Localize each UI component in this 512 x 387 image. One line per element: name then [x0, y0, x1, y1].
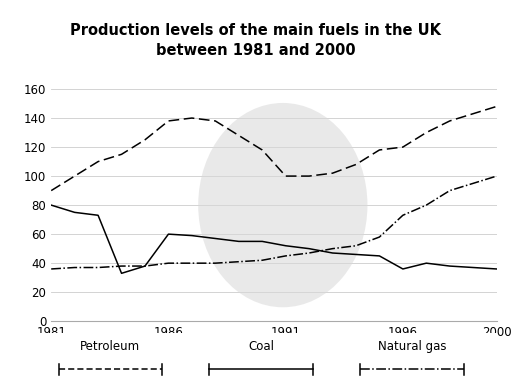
Text: Coal: Coal: [248, 341, 274, 353]
Text: Petroleum: Petroleum: [80, 341, 140, 353]
Ellipse shape: [198, 103, 368, 307]
Text: Production levels of the main fuels in the UK
between 1981 and 2000: Production levels of the main fuels in t…: [71, 23, 441, 58]
FancyBboxPatch shape: [16, 332, 506, 384]
Text: Natural gas: Natural gas: [378, 341, 446, 353]
